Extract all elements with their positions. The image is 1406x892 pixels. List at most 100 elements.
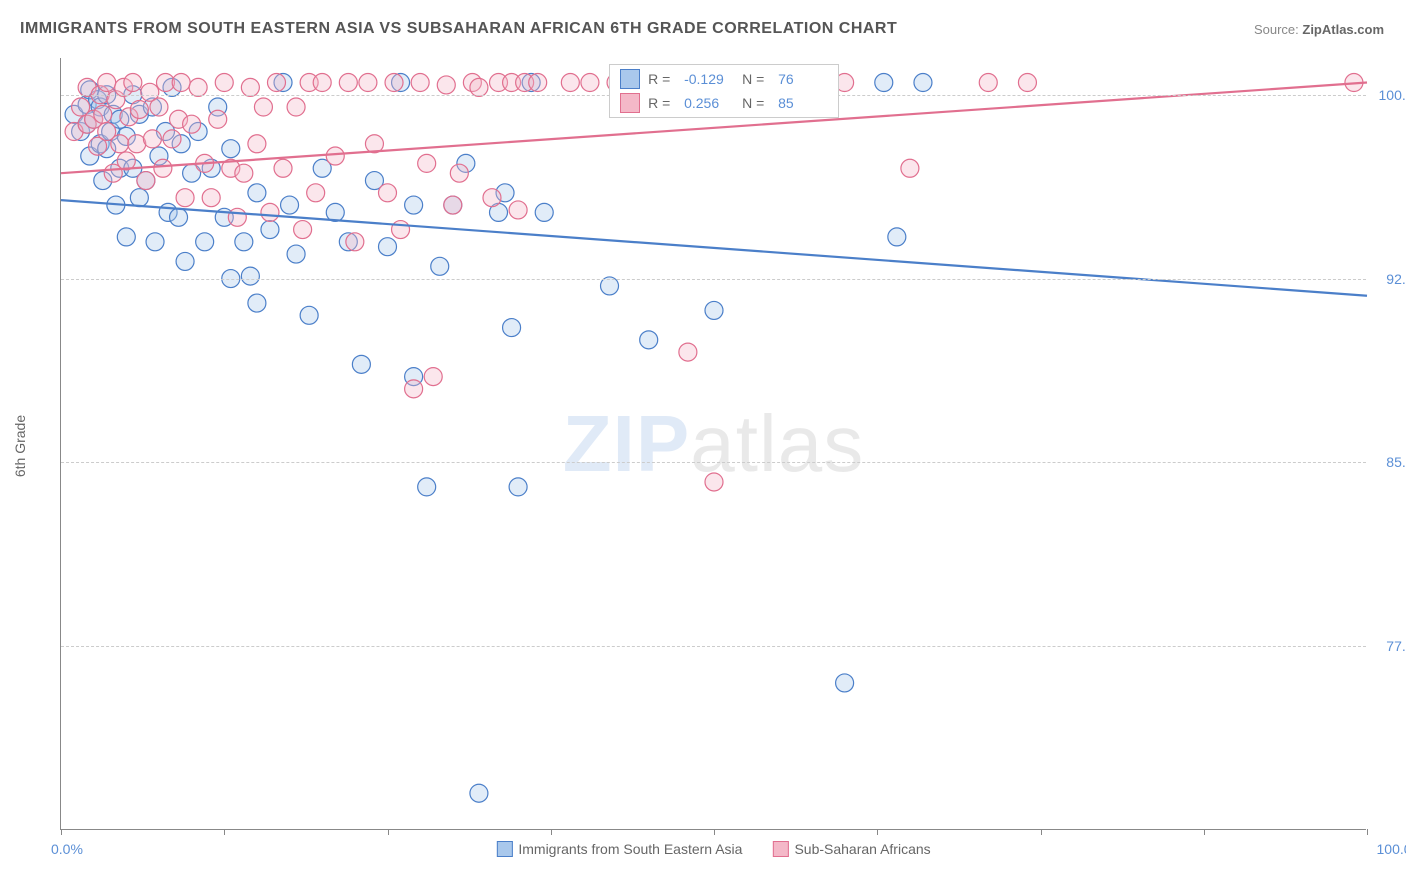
legend-item: Immigrants from South Eastern Asia	[496, 841, 742, 857]
data-point	[163, 130, 181, 148]
y-tick-label: 92.5%	[1371, 271, 1406, 287]
source-label: Source: ZipAtlas.com	[1254, 22, 1384, 37]
data-point	[146, 233, 164, 251]
y-axis-label: 6th Grade	[12, 415, 28, 477]
data-point	[418, 154, 436, 172]
data-point	[411, 74, 429, 92]
correlation-legend: R =-0.129N =76R =0.256N =85	[609, 64, 839, 118]
data-point	[222, 140, 240, 158]
x-min-label: 0.0%	[51, 841, 83, 857]
legend-item: Sub-Saharan Africans	[772, 841, 930, 857]
chart-title: IMMIGRANTS FROM SOUTH EASTERN ASIA VS SU…	[20, 20, 897, 38]
x-tick	[1204, 829, 1205, 835]
n-label: N =	[742, 95, 770, 111]
source-name: ZipAtlas.com	[1302, 22, 1384, 37]
data-point	[183, 115, 201, 133]
data-point	[241, 267, 259, 285]
data-point	[705, 301, 723, 319]
x-max-label: 100.0%	[1377, 841, 1406, 857]
data-point	[509, 201, 527, 219]
y-tick-label: 77.5%	[1371, 638, 1406, 654]
legend-swatch	[772, 841, 788, 857]
data-point	[470, 78, 488, 96]
data-point	[901, 159, 919, 177]
x-tick	[714, 829, 715, 835]
data-point	[379, 184, 397, 202]
data-point	[248, 184, 266, 202]
n-value: 76	[778, 71, 828, 87]
data-point	[1018, 74, 1036, 92]
data-point	[172, 74, 190, 92]
data-point	[274, 159, 292, 177]
data-point	[261, 221, 279, 239]
data-point	[509, 478, 527, 496]
data-point	[601, 277, 619, 295]
data-point	[483, 189, 501, 207]
x-tick	[61, 829, 62, 835]
data-point	[470, 784, 488, 802]
x-tick	[1041, 829, 1042, 835]
data-point	[150, 98, 168, 116]
data-point	[130, 189, 148, 207]
data-point	[137, 172, 155, 190]
data-point	[254, 98, 272, 116]
data-point	[281, 196, 299, 214]
series-legend: Immigrants from South Eastern Asia Sub-Sa…	[496, 841, 930, 857]
data-point	[385, 74, 403, 92]
data-point	[581, 74, 599, 92]
data-point	[679, 343, 697, 361]
data-point	[529, 74, 547, 92]
data-point	[405, 196, 423, 214]
data-point	[418, 478, 436, 496]
r-label: R =	[648, 95, 676, 111]
y-tick-label: 100.0%	[1371, 87, 1406, 103]
data-point	[235, 233, 253, 251]
legend-swatch	[496, 841, 512, 857]
data-point	[979, 74, 997, 92]
data-point	[228, 208, 246, 226]
n-value: 85	[778, 95, 828, 111]
data-point	[705, 473, 723, 491]
data-point	[98, 74, 116, 92]
x-tick	[224, 829, 225, 835]
data-point	[130, 100, 148, 118]
data-point	[202, 189, 220, 207]
data-point	[111, 135, 129, 153]
source-prefix: Source:	[1254, 22, 1302, 37]
r-value: 0.256	[684, 95, 734, 111]
data-point	[154, 159, 172, 177]
data-point	[359, 74, 377, 92]
data-point	[235, 164, 253, 182]
data-point	[267, 74, 285, 92]
data-point	[424, 368, 442, 386]
y-tick-label: 85.0%	[1371, 454, 1406, 470]
data-point	[215, 74, 233, 92]
data-point	[189, 78, 207, 96]
data-point	[346, 233, 364, 251]
data-point	[261, 203, 279, 221]
x-tick	[1367, 829, 1368, 835]
legend-row: R = 0.256 N = 85	[610, 91, 838, 115]
data-point	[836, 674, 854, 692]
x-tick	[388, 829, 389, 835]
data-point	[176, 252, 194, 270]
data-point	[307, 184, 325, 202]
x-tick	[551, 829, 552, 835]
data-point	[339, 74, 357, 92]
data-point	[431, 257, 449, 275]
data-point	[503, 319, 521, 337]
gridline	[61, 462, 1366, 463]
data-point	[294, 221, 312, 239]
data-point	[209, 110, 227, 128]
plot-canvas	[61, 58, 1366, 829]
data-point	[392, 221, 410, 239]
legend-row: R =-0.129N =76	[610, 67, 838, 91]
n-label: N =	[742, 71, 770, 87]
data-point	[450, 164, 468, 182]
r-label: R =	[648, 71, 676, 87]
data-point	[170, 208, 188, 226]
gridline	[61, 279, 1366, 280]
data-point	[444, 196, 462, 214]
data-point	[379, 238, 397, 256]
data-point	[300, 306, 318, 324]
